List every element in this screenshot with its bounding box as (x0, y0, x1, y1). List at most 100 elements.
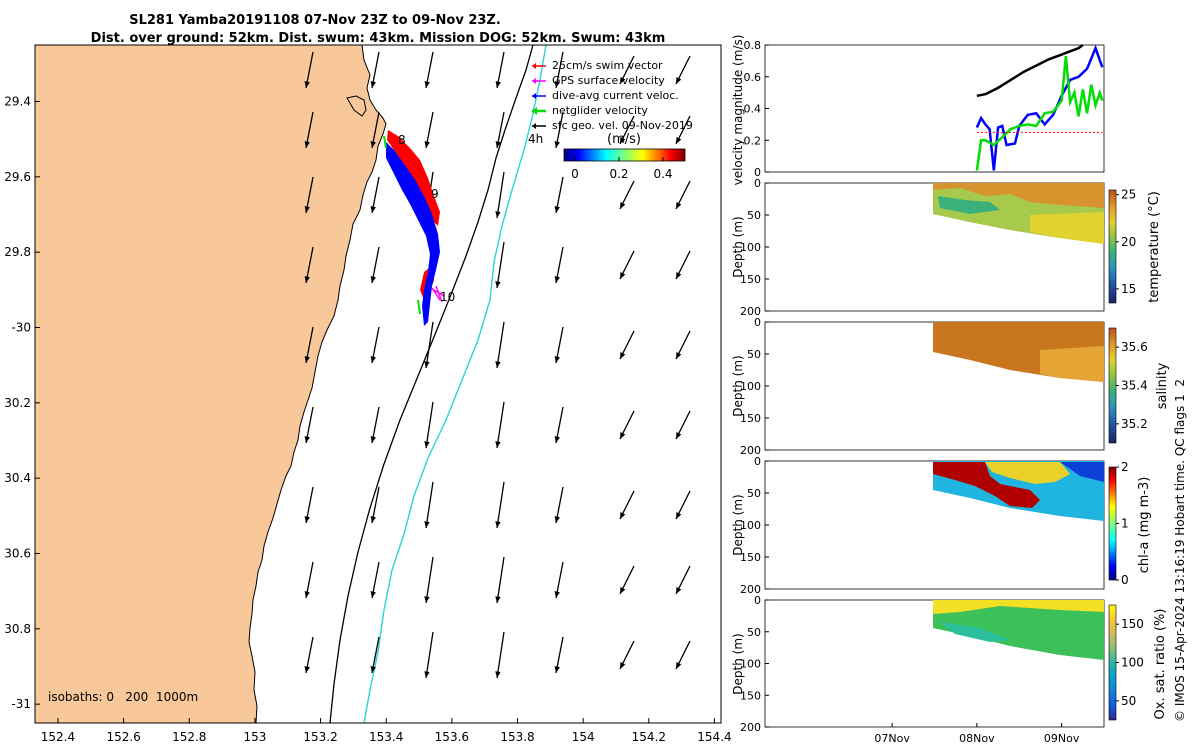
x-tick-label: 153.2 (303, 730, 337, 744)
salinity-colorbar-label: salinity (1155, 362, 1170, 409)
velocity-arrow-head (495, 141, 501, 148)
oxygen-high-patch (933, 600, 1104, 614)
velocity-arrow-head (424, 141, 430, 148)
legend-entry-netglider-velocity: netglider velocity (532, 104, 648, 117)
track-day-label-9: 9 (431, 187, 439, 201)
colorbar-tick-label: 0.4 (653, 167, 672, 181)
depth-tick-label: 150 (740, 689, 761, 702)
colorbar-tick-label: 20 (1121, 235, 1136, 249)
y-tick-label: -31 (11, 697, 31, 711)
velocity-arrow-head (620, 587, 626, 594)
salinity-colorbar-ticks: 35.2 35.4 35.6 (1116, 340, 1148, 431)
velocity-arrow (425, 481, 434, 529)
velocity-arrow-head (495, 211, 501, 218)
velocity-arrow-head (495, 671, 501, 678)
figure-title-line2: Dist. over ground: 52km. Dist. swum: 43k… (91, 31, 666, 46)
depth-tick-label: 200 (740, 444, 761, 457)
y-tick-label: 29.8 (4, 245, 31, 259)
velocity-arrow-head (620, 512, 626, 519)
velocity-arrow-head (554, 436, 560, 443)
velocity-arrow-head (676, 352, 682, 359)
depth-tick-label: 100 (740, 519, 761, 532)
velocity-y-tick-label: 0.2 (744, 134, 762, 147)
velocity-arrow-head (370, 436, 376, 443)
chlorophyll-colorbar-ticks: 0 1 2 (1116, 460, 1129, 587)
velocity-arrow-head (304, 436, 310, 443)
depth-tick-label: 200 (740, 721, 761, 734)
velocity-y-tick-label: 0.8 (744, 39, 762, 52)
temperature-colorbar (1108, 189, 1117, 304)
oxygen-field (933, 600, 1104, 660)
velocity-colorbar: (m/s) 0 0.2 0.4 (563, 132, 686, 181)
netglider-velocity-vectors (383, 135, 421, 315)
velocity-arrow (425, 631, 434, 679)
velocity-arrow (425, 401, 434, 449)
time-step-label: 4h (528, 132, 543, 146)
depth-tick-label: 100 (740, 380, 761, 393)
figure-title-line1: SL281 Yamba20191108 07-Nov 23Z to 09-Nov… (129, 13, 501, 28)
colorbar-tick-label: 0 (571, 167, 579, 181)
oxygen-ylabel: Depth (m) (731, 633, 745, 694)
velocity-arrow-head (304, 356, 310, 363)
velocity-arrow-head (304, 276, 310, 283)
velocity-arrow-head (304, 591, 310, 598)
chlorophyll-low-patch (1060, 462, 1104, 482)
velocity-arrow-head (676, 272, 682, 279)
depth-tick-label: 200 (740, 583, 761, 596)
velocity-arrow (496, 241, 505, 289)
headland (346, 95, 367, 117)
land-mass (35, 45, 387, 723)
velocity-arrow-head (676, 587, 682, 594)
chlorophyll-colorbar (1108, 466, 1117, 581)
temperature-warm-core (1030, 212, 1104, 244)
velocity-arrow-head (620, 432, 626, 439)
x-tick-label: 154 (572, 730, 595, 744)
velocity-arrow-head (495, 596, 501, 603)
oxygen-colorbar (1108, 604, 1117, 721)
surface-geostrophic-velocity-field (304, 51, 691, 679)
velocity-arrow-head (620, 272, 626, 279)
velocity-arrow-head (676, 202, 682, 209)
temperature-panel: 0 50 100 150 200 Depth (m) 15 20 25 temperatur… (731, 177, 1162, 318)
depth-tick-label: 150 (740, 412, 761, 425)
map-panel: 152.4 152.6 152.8 153 153.2 153.4 153.6 153.8 15… (4, 44, 732, 745)
legend-label: sfc geo. vel. 09-Nov-2019 (552, 119, 693, 132)
salinity-axes: 0 50 100 150 200 (740, 316, 769, 457)
velocity-y-tick-label: 0.6 (744, 71, 762, 84)
velocity-arrow-head (370, 516, 376, 523)
oxygen-panel: 0 50 100 150 200 Depth (m) 50 100 150 Ox. sat.… (731, 594, 1168, 745)
salinity-low-zone (1040, 346, 1104, 382)
velocity-arrow-head (495, 81, 501, 88)
velocity-arrow-head (554, 276, 560, 283)
depth-tick-label: 0 (754, 455, 761, 468)
velocity-arrow-head (620, 202, 626, 209)
y-tick-label: 30.2 (4, 396, 31, 410)
velocity-arrow-head (620, 352, 626, 359)
x-tick-label: 152.4 (41, 730, 75, 744)
temperature-axes: 0 50 100 150 200 (740, 177, 769, 318)
velocity-arrow-head (304, 516, 310, 523)
velocity-series-line (976, 43, 1084, 98)
velocity-arrow-head (554, 591, 560, 598)
salinity-panel: 0 50 100 150 200 Depth (m) 35.2 35.4 35.6 sali… (731, 316, 1170, 457)
velocity-ylabel: velocity magnitude (m/s) (731, 35, 745, 186)
velocity-axes: 0 0.2 0.4 0.6 0.8 (744, 39, 769, 179)
velocity-arrow-head (554, 141, 560, 148)
velocity-arrow-head (495, 361, 501, 368)
y-tick-label: 30.4 (4, 471, 31, 485)
velocity-arrow-head (304, 206, 310, 213)
velocity-arrow (496, 481, 505, 529)
velocity-arrow-head (370, 666, 376, 673)
velocity-arrow-head (304, 666, 310, 673)
track-day-label-8: 8 (398, 133, 406, 147)
colorbar-tick-label: 1 (1121, 517, 1129, 531)
map-axes: 152.4 152.6 152.8 153 153.2 153.4 153.6 153.8 15… (4, 95, 731, 745)
velocity-y-tick-label: 0.4 (744, 103, 762, 116)
legend-entry-swim-vector: 25cm/s swim vector (532, 59, 663, 72)
x-tick-label: 153 (243, 730, 266, 744)
x-tick-label: 152.8 (172, 730, 206, 744)
legend-label: GPS surface velocity (552, 74, 665, 87)
date-tick-label: 09Nov (1044, 732, 1080, 745)
chlorophyll-colorbar-label: chl-a (mg m-3) (1137, 477, 1152, 574)
